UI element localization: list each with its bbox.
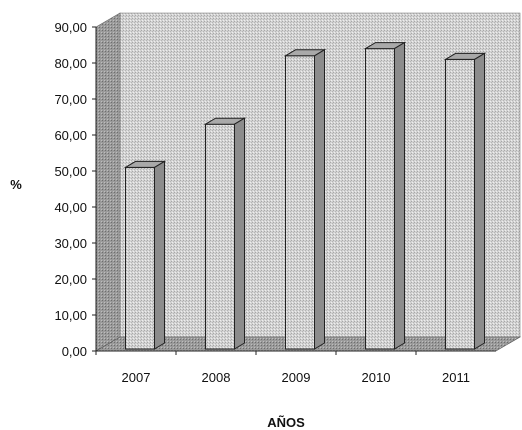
y-tick-label: 0,00: [62, 344, 87, 359]
side-wall: [95, 12, 121, 352]
y-axis: 0,00 10,00 20,00 30,00 40,00 50,00 60,00 70,00 8…: [54, 20, 97, 359]
y-tick-label: 10,00: [54, 308, 87, 323]
bar-2008: [203, 117, 247, 350]
x-axis: 2007 2008 2009 2010 2011: [95, 350, 496, 385]
bar-front: [125, 166, 155, 350]
x-tick-label: 2008: [202, 370, 231, 385]
bar-front: [445, 58, 475, 350]
bar-side: [394, 41, 405, 350]
bar-side: [154, 160, 165, 350]
x-tick-label: 2010: [362, 370, 391, 385]
bar-front: [365, 48, 395, 350]
bar-2011: [443, 52, 487, 350]
y-tick-label: 80,00: [54, 56, 87, 71]
bars: [123, 41, 487, 350]
x-tick-label: 2007: [122, 370, 151, 385]
y-tick-label: 90,00: [54, 20, 87, 35]
y-tick-label: 50,00: [54, 164, 87, 179]
bar-2007: [123, 160, 167, 350]
bar-side: [314, 48, 325, 350]
bar-front: [285, 55, 315, 350]
y-tick-label: 40,00: [54, 200, 87, 215]
y-axis-title: %: [10, 177, 22, 192]
bar-2010: [363, 41, 407, 350]
x-tick-label: 2009: [282, 370, 311, 385]
y-tick-label: 70,00: [54, 92, 87, 107]
bar-2009: [283, 48, 327, 350]
bar-side: [234, 117, 245, 350]
y-tick-label: 30,00: [54, 236, 87, 251]
x-tick-label: 2011: [442, 370, 470, 385]
y-tick-label: 60,00: [54, 128, 87, 143]
bar-side: [474, 52, 485, 350]
x-axis-title: AÑOS: [267, 415, 305, 430]
y-tick-label: 20,00: [54, 272, 87, 287]
bar-front: [205, 123, 235, 350]
